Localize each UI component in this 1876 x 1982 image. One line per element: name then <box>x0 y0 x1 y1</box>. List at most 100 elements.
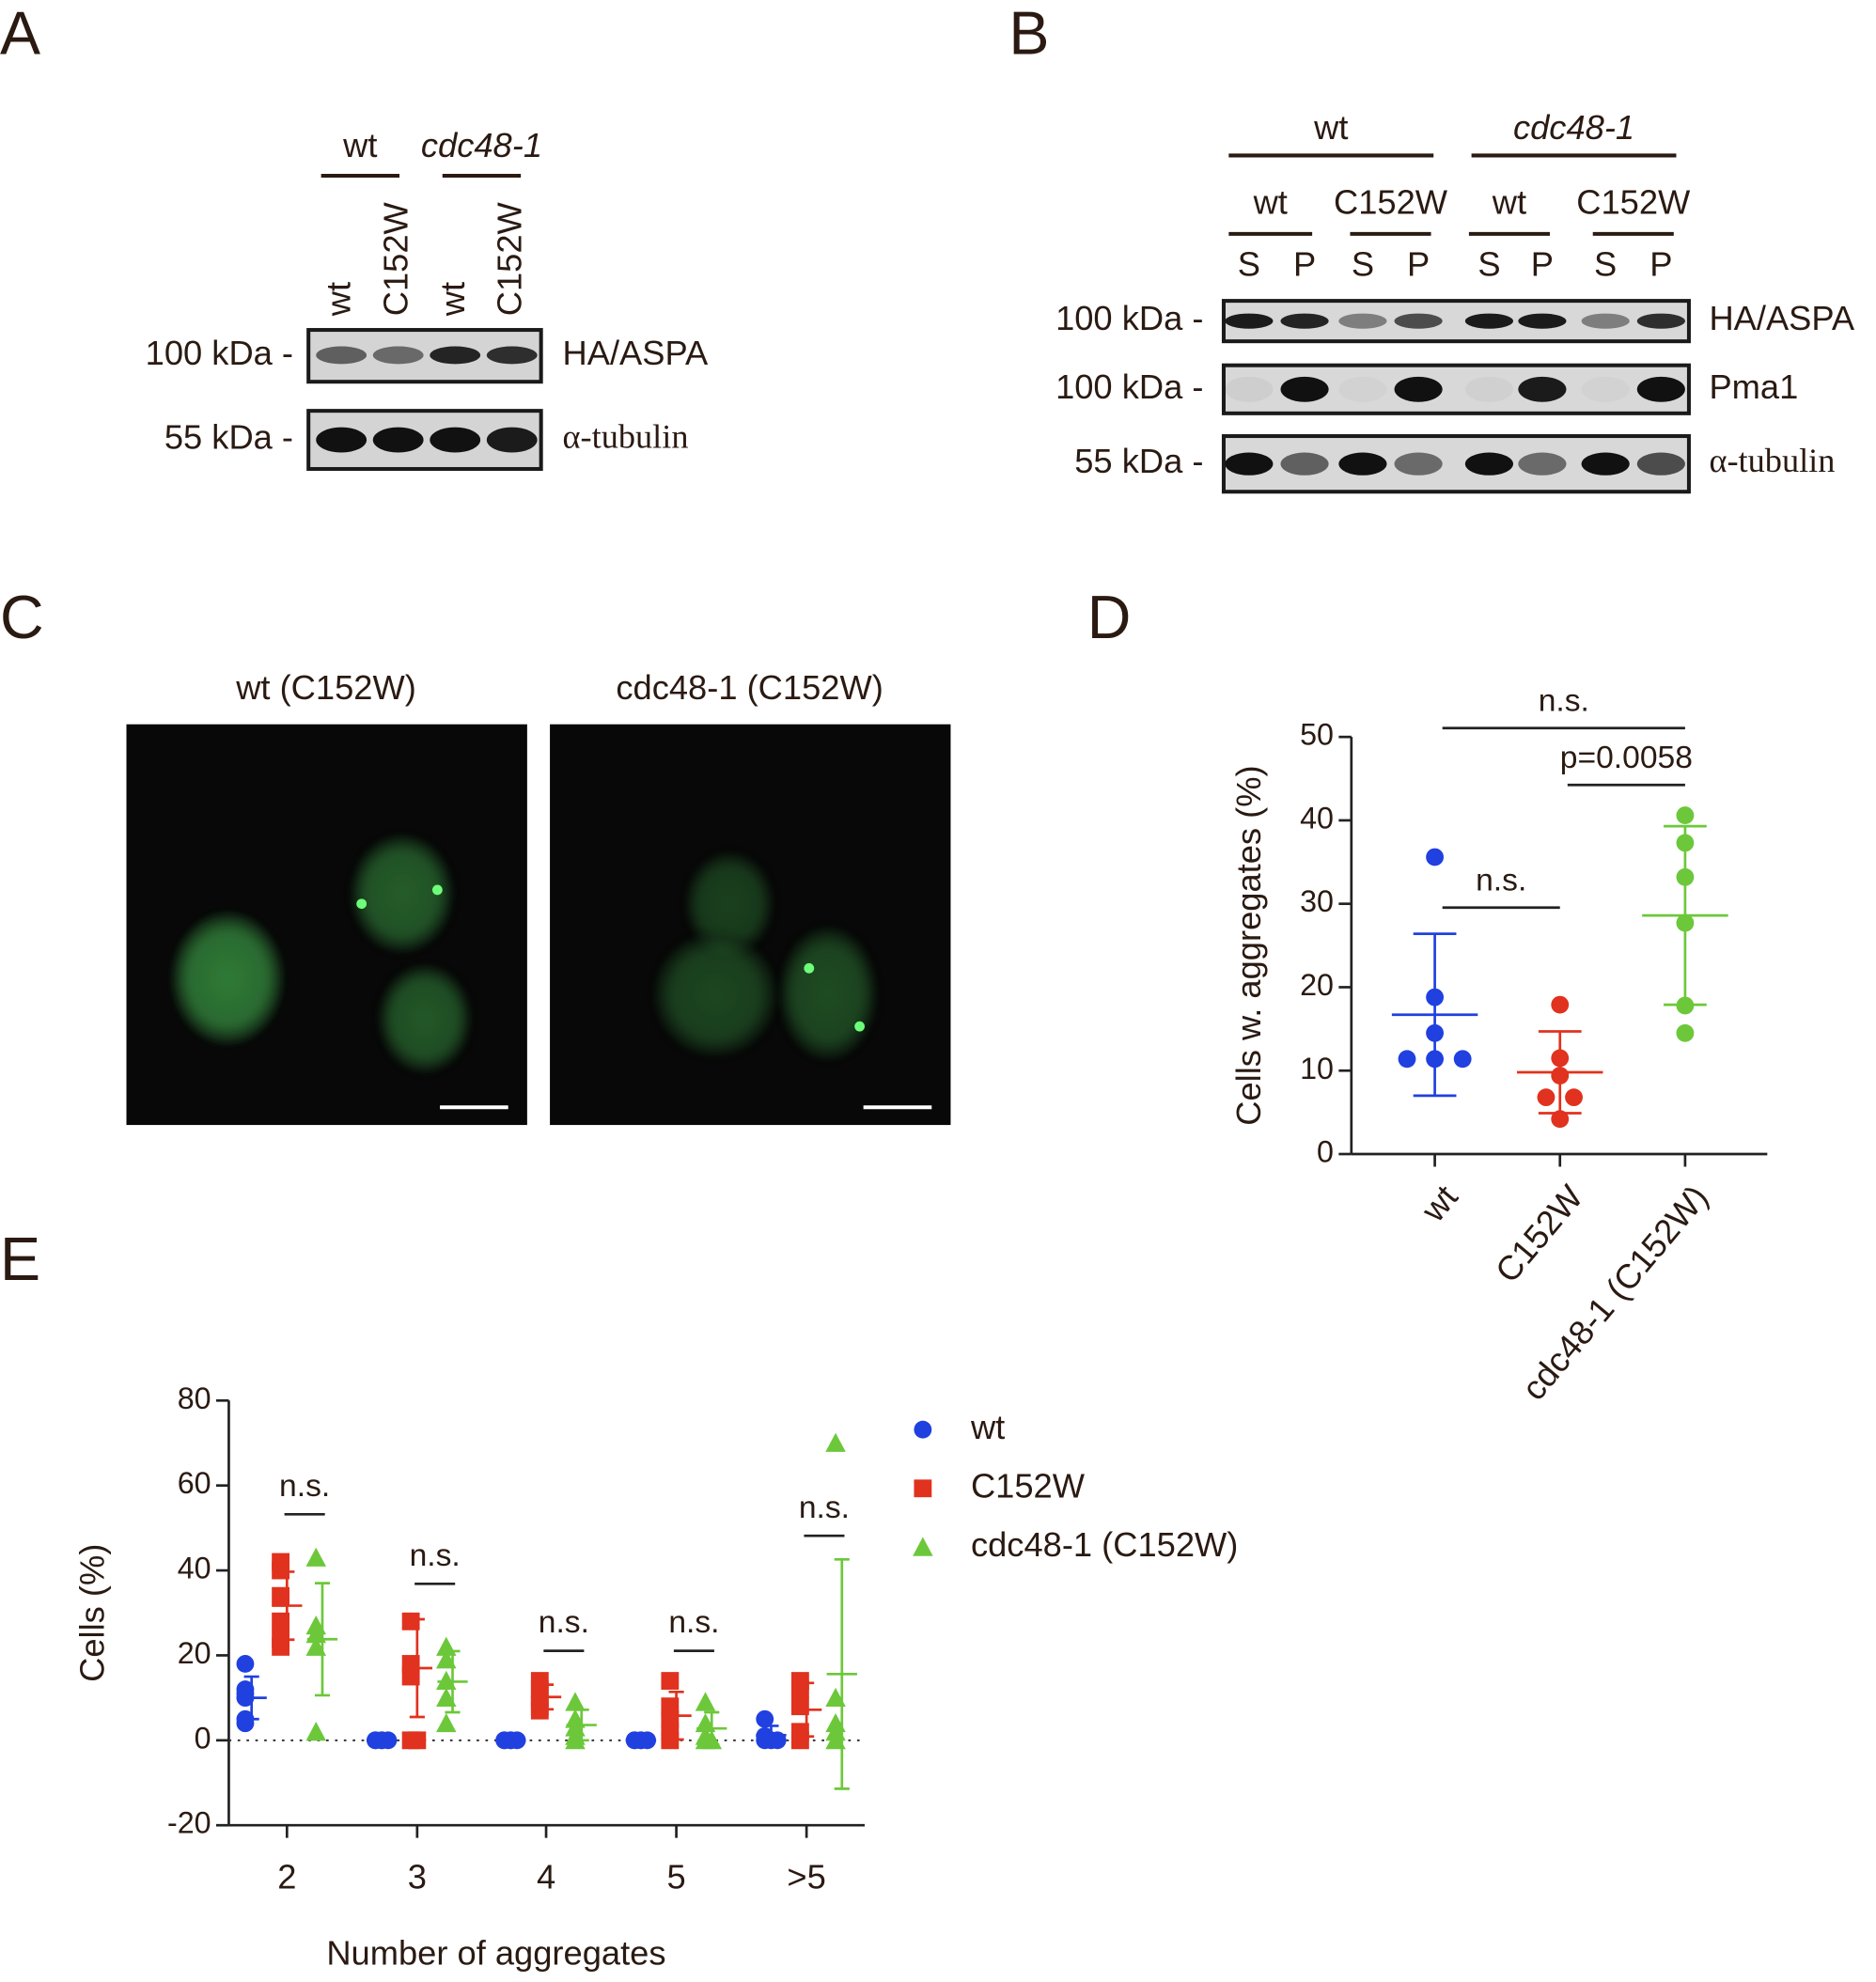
data-point <box>913 1537 933 1556</box>
y-tick-label: 0 <box>1317 1135 1334 1169</box>
band <box>372 427 424 453</box>
data-point <box>1551 995 1570 1014</box>
band <box>316 427 367 453</box>
panel-letter: C <box>0 584 44 651</box>
band <box>1581 452 1630 476</box>
legend-label: wt <box>970 1408 1005 1446</box>
band <box>1280 452 1329 476</box>
data-point <box>272 1612 290 1631</box>
mw-marker: 55 kDa - <box>164 418 293 457</box>
data-point <box>401 1667 420 1686</box>
y-tick-label: 40 <box>1300 801 1334 835</box>
data-point <box>436 1712 457 1733</box>
data-point <box>305 1722 327 1741</box>
x-tick-label: 3 <box>408 1858 427 1896</box>
band <box>486 346 538 365</box>
band <box>1225 313 1274 329</box>
data-point <box>1537 1088 1556 1107</box>
cell <box>379 965 471 1072</box>
band <box>1464 452 1513 476</box>
cell <box>351 835 453 952</box>
panel-letter: A <box>0 0 40 67</box>
y-tick-label: 20 <box>1300 968 1334 1002</box>
band <box>1280 313 1329 329</box>
data-point <box>695 1692 716 1711</box>
data-point <box>790 1680 809 1699</box>
data-point <box>914 1420 932 1439</box>
band <box>1280 376 1329 402</box>
cell <box>654 933 776 1056</box>
lane-label: C152W <box>490 201 528 316</box>
band <box>1518 313 1567 329</box>
aggregate <box>854 1021 865 1032</box>
x-tick-label: 4 <box>537 1858 555 1896</box>
blot-label: HA/ASPA <box>1709 299 1854 337</box>
band <box>372 346 424 365</box>
lane-label: C152W <box>376 201 414 316</box>
x-tick-label: C152W <box>1488 1178 1591 1290</box>
blot <box>1221 299 1691 344</box>
band <box>1338 377 1386 402</box>
significance-label: n.s. <box>279 1469 330 1504</box>
band <box>1394 376 1443 402</box>
significance-label: n.s. <box>539 1605 589 1640</box>
fraction-label: S <box>1238 244 1260 283</box>
band <box>316 346 367 365</box>
mw-marker: 100 kDa - <box>146 334 293 372</box>
panel-letter: B <box>1008 0 1049 67</box>
group-label: wt <box>342 126 377 164</box>
fraction-label: S <box>1352 244 1374 283</box>
cell <box>779 928 877 1060</box>
micrograph <box>126 724 527 1126</box>
blot <box>1221 434 1691 494</box>
data-point <box>272 1586 290 1605</box>
significance-label: n.s. <box>799 1490 850 1525</box>
fraction-label: P <box>1407 244 1430 283</box>
data-point <box>661 1672 680 1690</box>
band <box>1636 452 1685 476</box>
data-point <box>914 1479 932 1498</box>
data-point <box>1676 806 1695 825</box>
cell <box>171 913 284 1044</box>
y-tick-label: -20 <box>167 1806 211 1840</box>
band <box>1464 313 1513 329</box>
mw-marker: 100 kDa - <box>1055 367 1203 406</box>
legend-label: C152W <box>971 1466 1086 1505</box>
image-title: wt (C152W) <box>235 668 416 707</box>
x-tick-label: wt <box>1414 1178 1465 1229</box>
y-tick-label: 20 <box>178 1636 211 1670</box>
significance-label: n.s. <box>1539 684 1589 719</box>
blot-label: HA/ASPA <box>563 334 709 372</box>
y-tick-label: 10 <box>1300 1052 1334 1085</box>
data-point <box>1453 1050 1472 1069</box>
x-axis-label: Number of aggregates <box>326 1933 665 1972</box>
group-label: cdc48-1 <box>421 126 542 164</box>
fraction-label: P <box>1649 244 1672 283</box>
data-point <box>305 1547 327 1567</box>
band <box>1636 313 1685 329</box>
fraction-label: P <box>1293 244 1316 283</box>
legend-label: cdc48-1 (C152W) <box>971 1525 1238 1564</box>
band <box>1518 452 1567 476</box>
band <box>1636 376 1685 402</box>
blot-label: α-tubulin <box>1709 442 1835 479</box>
mw-marker: 100 kDa - <box>1055 299 1203 337</box>
group-label: cdc48-1 <box>1513 108 1634 147</box>
mw-marker: 55 kDa - <box>1074 442 1203 480</box>
fraction-label: S <box>1477 244 1500 283</box>
aggregate <box>804 962 815 974</box>
data-point <box>1426 848 1445 866</box>
band <box>1394 452 1443 476</box>
y-tick-label: 60 <box>178 1466 211 1500</box>
subgroup-label: wt <box>1253 182 1288 221</box>
subgroup-label: C152W <box>1576 182 1691 221</box>
band <box>1464 376 1513 402</box>
data-point <box>565 1692 586 1711</box>
panel-letter: E <box>0 1225 40 1293</box>
data-point <box>408 1731 427 1750</box>
significance-label: p=0.0058 <box>1560 741 1693 775</box>
data-point <box>1676 1023 1695 1042</box>
y-tick-label: 50 <box>1300 718 1334 752</box>
band <box>1338 313 1387 329</box>
significance-label: n.s. <box>1476 864 1526 898</box>
